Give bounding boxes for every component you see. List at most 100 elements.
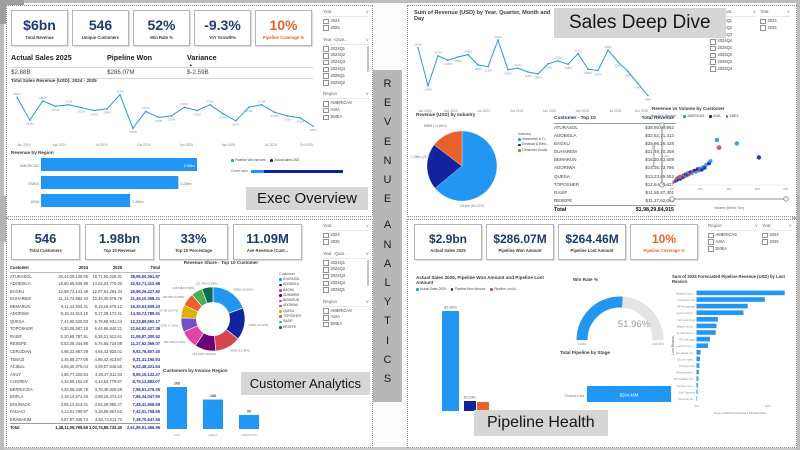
- table-row[interactable]: TOPOSHER 6,20,05,587.18 6,44,86,840.21 12,6…: [10, 326, 160, 332]
- filter-item[interactable]: 2025Q2: [710, 52, 756, 59]
- filter-item[interactable]: AMERICAS: [323, 308, 369, 315]
- legend-item[interactable]: Automotive & Tr...: [518, 137, 554, 142]
- filter-year[interactable]: Year ∨ 2024 2025: [323, 223, 369, 246]
- checkbox-icon[interactable]: [323, 107, 329, 114]
- checkbox-icon[interactable]: [708, 232, 714, 239]
- bar[interactable]: [239, 414, 259, 429]
- filter-item[interactable]: ASIA: [323, 107, 369, 114]
- legend-item[interactable]: BAGKU: [279, 288, 323, 293]
- checkbox-icon[interactable]: [323, 59, 329, 66]
- filter-item-label[interactable]: 2025: [330, 238, 340, 244]
- table-row[interactable]: BEMARUN 8,11,44,834.31 8,19,18,675.12 16,30…: [10, 303, 160, 309]
- table-row[interactable]: COGREV 4,32,59,102.20 4,42,53,779.87 8,75,1…: [10, 379, 160, 385]
- column-header[interactable]: Actual Sales 2025: [11, 53, 72, 62]
- filter-item[interactable]: 2025Q1: [710, 45, 756, 52]
- filter-item[interactable]: 2025Q2: [323, 80, 369, 87]
- bar[interactable]: [442, 311, 459, 411]
- bar[interactable]: [696, 350, 701, 355]
- filter-item-label[interactable]: 2025Q2: [330, 79, 346, 85]
- filter-item[interactable]: 2024: [762, 232, 792, 239]
- checkbox-icon[interactable]: [323, 18, 329, 25]
- table-row[interactable]: BAGKU $25,96,26,428: [554, 141, 674, 147]
- table-row[interactable]: RESEPE $11,27,62,069: [554, 197, 674, 203]
- bar[interactable]: [41, 176, 179, 189]
- checkbox-icon[interactable]: [323, 114, 329, 121]
- filter-item-label[interactable]: 2025: [769, 238, 779, 244]
- chevron-down-icon[interactable]: ∨: [786, 9, 790, 14]
- kpi-card[interactable]: 11.09M Ave Revenue /Cust...: [233, 224, 302, 260]
- pie-slice[interactable]: [426, 144, 463, 189]
- filter-item-label[interactable]: 2024Q4: [717, 38, 733, 44]
- table-row[interactable]: BOFLA 4,18,14,674.46 3,68,19,373.44 7,86,34…: [10, 394, 160, 400]
- bar[interactable]: [464, 401, 476, 411]
- scatter-point[interactable]: [708, 159, 713, 164]
- table-row[interactable]: FADACI 4,13,01,790.97 3,28,99,967.62 7,42,0…: [10, 409, 160, 415]
- filter-item[interactable]: 2024Q4: [323, 66, 369, 73]
- pie-slice[interactable]: [433, 130, 463, 167]
- checkbox-icon[interactable]: [708, 246, 714, 252]
- filter-item-label[interactable]: 2024Q4: [330, 279, 346, 285]
- legend-item[interactable]: Pipeline Won Amount: [450, 287, 485, 292]
- column-header[interactable]: Variance: [187, 53, 217, 62]
- filter-item[interactable]: 2025Q1: [323, 73, 369, 80]
- legend-item[interactable]: ATURASOL: [279, 277, 323, 282]
- filter-item[interactable]: 2024Q1: [323, 46, 369, 53]
- sales-trend-chart[interactable]: 296M 139M 263M 245M 258M 268M 225M 218M 328M 205M…: [412, 30, 656, 114]
- filter-item-label[interactable]: ASIA: [715, 238, 725, 244]
- bar[interactable]: [696, 317, 718, 322]
- filter-item[interactable]: EMEA: [323, 321, 369, 328]
- kpi-card[interactable]: $6bn Total Revenue: [11, 10, 68, 46]
- checkbox-icon[interactable]: [762, 232, 768, 239]
- exec-region-chart[interactable]: AMERICAS 2.59bn EMEA 2.28bn ASIA 1.48bn: [11, 156, 223, 210]
- filter-item[interactable]: EMEA: [323, 114, 369, 121]
- checkbox-icon[interactable]: [762, 239, 768, 245]
- table-row[interactable]: RESEPE 5,53,06,344.98 5,74,55,724.09 11,27,…: [10, 341, 160, 347]
- kpi-card[interactable]: $264.46M Pipeline Lost Amount: [558, 224, 626, 260]
- filter-item-label[interactable]: EMEA: [330, 321, 343, 327]
- filter-item-label[interactable]: 2024Q4: [330, 65, 346, 71]
- checkbox-icon[interactable]: [710, 66, 716, 72]
- legend-item[interactable]: ADORIWA: [279, 303, 323, 308]
- table-row[interactable]: DUHAREM 11,14,74,682.43 10,34,35,675.78 21,…: [10, 296, 160, 302]
- filter-item-label[interactable]: 2024Q1: [330, 259, 346, 265]
- bar[interactable]: [587, 386, 671, 402]
- filter-item[interactable]: 2025Q3: [710, 59, 756, 66]
- table-header-row[interactable]: Customer - Top 10 Total Revenue: [554, 114, 676, 124]
- bar[interactable]: [203, 399, 223, 429]
- filter-region[interactable]: Region ∨ AMERICAS ASIA EMEA: [708, 223, 758, 253]
- scatter-point[interactable]: [700, 168, 704, 172]
- filter-item-label[interactable]: 2025: [330, 24, 340, 30]
- kpi-card[interactable]: $2.9bn Actual Sales 2025: [414, 224, 482, 260]
- filter-item-label[interactable]: 2024Q2: [330, 266, 346, 272]
- chevron-down-icon[interactable]: ∨: [752, 9, 756, 14]
- checkbox-icon[interactable]: [323, 25, 329, 31]
- filter-item[interactable]: 2024: [760, 18, 790, 25]
- filter-item-label[interactable]: 2025Q2: [717, 51, 733, 57]
- table-row[interactable]: ADOBISLA $32,52,71,313: [554, 133, 674, 139]
- slider-handle[interactable]: [659, 182, 665, 188]
- bar[interactable]: [41, 158, 197, 171]
- filter-item[interactable]: 2024Q3: [323, 59, 369, 66]
- bar[interactable]: [696, 323, 717, 329]
- table-row[interactable]: BERRUCEA 4,20,05,449.78 3,76,45,829.58 7,96…: [10, 386, 160, 392]
- legend-item[interactable]: RASIF: [279, 319, 323, 324]
- filter-item-label[interactable]: ASIA: [330, 107, 340, 113]
- checkbox-icon[interactable]: [710, 52, 716, 59]
- checkbox-icon[interactable]: [323, 239, 329, 245]
- table-row[interactable]: RASIF $11,55,87,301: [554, 189, 674, 195]
- filter-item-label[interactable]: EMEA: [330, 113, 343, 119]
- checkbox-icon[interactable]: [323, 260, 329, 266]
- filter-item-label[interactable]: 2024: [767, 18, 777, 23]
- legend-item[interactable]: ADOBISLA: [279, 282, 323, 287]
- kpi-card[interactable]: 52% Win Rate %: [133, 10, 190, 46]
- filter-item-label[interactable]: 2024Q3: [330, 273, 346, 279]
- checkbox-icon[interactable]: [323, 73, 329, 79]
- filter-region[interactable]: Region ∨ AMERICAS ASIA EMEA: [323, 298, 369, 328]
- legend-item[interactable]: TOPOSHER: [279, 314, 323, 319]
- bar[interactable]: [696, 383, 698, 388]
- legend-item[interactable]: RESEPE: [279, 325, 323, 330]
- checkbox-icon[interactable]: [323, 273, 329, 280]
- legend-item[interactable]: Pipeline Won amount: [231, 158, 265, 163]
- exec-trend-chart[interactable]: 298M 218M 285M 267M 272M 262M 252M 258M 307M 190M…: [11, 85, 321, 148]
- filter-item[interactable]: 2025: [323, 25, 369, 32]
